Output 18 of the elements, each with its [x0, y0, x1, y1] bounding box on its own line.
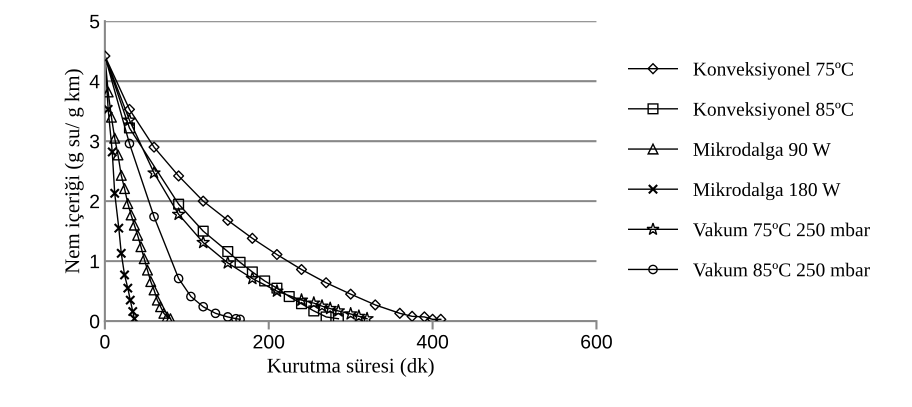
legend-label: Vakum 75ºC 250 mbar: [693, 222, 870, 236]
y-tick-label: 1: [90, 254, 100, 268]
x-tick-label: 0: [100, 334, 110, 349]
x-tick-label: 400: [416, 334, 448, 349]
x-tick-label: 600: [581, 334, 612, 349]
y-tick-label: 0: [90, 314, 100, 328]
y-tick-label: 5: [90, 14, 100, 28]
y-tick-label: 3: [90, 134, 100, 148]
legend-label: Konveksiyonel 85ºC: [693, 102, 853, 120]
y-tick-label: 4: [90, 74, 100, 88]
x-tick-label: 200: [253, 334, 284, 349]
x-axis-title: Kurutma süresi (dk): [267, 358, 434, 377]
y-tick-label: 2: [90, 194, 100, 208]
legend-label: Mikrodalga 90 W: [693, 142, 831, 160]
legend-label: Vakum 85ºC 250 mbar: [693, 262, 870, 277]
legend-label: Mikrodalga 180 W: [693, 182, 840, 200]
legend-label: Konveksiyonel 75ºC: [693, 62, 853, 80]
y-axis-title: Nem içeriği (g su/ g km): [64, 69, 84, 274]
